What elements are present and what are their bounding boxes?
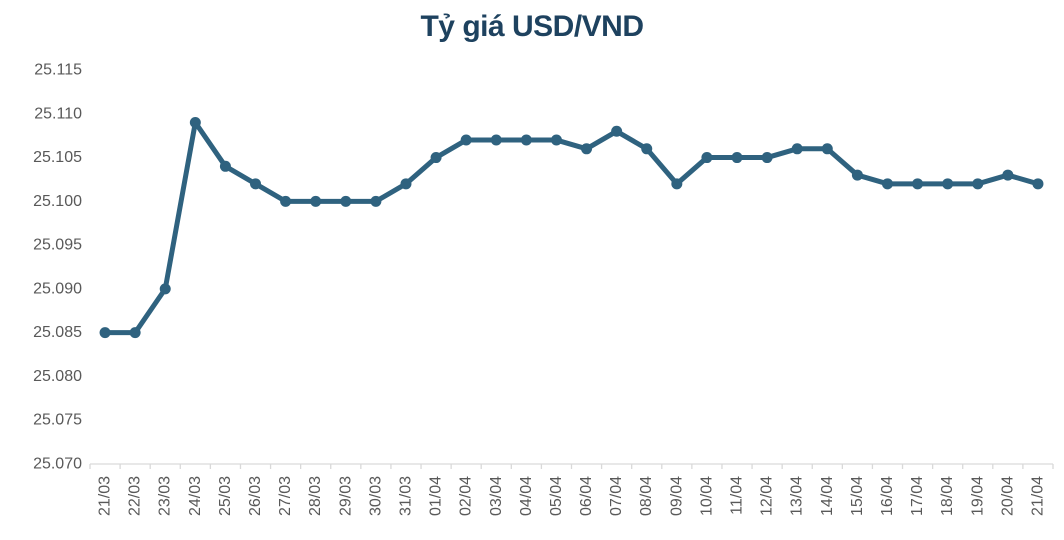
data-point bbox=[370, 195, 382, 207]
x-axis-tick-label: 24/03 bbox=[187, 476, 204, 516]
x-axis-tick-label: 30/03 bbox=[367, 476, 384, 516]
data-point bbox=[280, 195, 292, 207]
x-axis-tick-label: 01/04 bbox=[428, 476, 445, 516]
data-point bbox=[250, 178, 262, 190]
y-axis-tick-label: 25.110 bbox=[34, 105, 82, 122]
x-axis-tick-label: 22/03 bbox=[127, 476, 144, 516]
data-point bbox=[520, 134, 532, 146]
x-axis-tick-label: 07/04 bbox=[608, 476, 625, 516]
data-point bbox=[611, 125, 623, 137]
x-axis-tick-label: 25/03 bbox=[217, 476, 234, 516]
x-axis-tick-label: 14/04 bbox=[819, 476, 836, 516]
x-axis-tick-label: 02/04 bbox=[458, 476, 475, 516]
x-axis-tick-label: 19/04 bbox=[969, 476, 986, 516]
x-axis-tick-label: 27/03 bbox=[277, 476, 294, 516]
x-axis-tick-label: 23/03 bbox=[157, 476, 174, 516]
x-axis-tick-label: 15/04 bbox=[849, 476, 866, 516]
data-point bbox=[400, 178, 412, 190]
y-axis-tick-label: 25.095 bbox=[33, 237, 82, 254]
data-point bbox=[701, 152, 713, 164]
y-axis-tick-label: 25.070 bbox=[33, 456, 82, 473]
data-point bbox=[641, 143, 653, 155]
data-point bbox=[671, 178, 683, 190]
data-point bbox=[99, 327, 111, 339]
data-point bbox=[340, 195, 352, 207]
data-point bbox=[972, 178, 984, 190]
x-axis-tick-label: 04/04 bbox=[518, 476, 535, 516]
x-axis-tick-label: 28/03 bbox=[307, 476, 324, 516]
x-axis-tick-label: 18/04 bbox=[939, 476, 956, 516]
x-axis-tick-label: 21/04 bbox=[1029, 476, 1046, 516]
data-point bbox=[912, 178, 924, 190]
data-point bbox=[761, 152, 773, 164]
x-axis-tick-label: 17/04 bbox=[909, 476, 926, 516]
x-axis-tick-label: 12/04 bbox=[759, 476, 776, 516]
data-point bbox=[129, 327, 141, 339]
x-axis-tick-label: 10/04 bbox=[698, 476, 715, 516]
y-axis-tick-label: 25.115 bbox=[34, 62, 82, 79]
x-axis-tick-label: 13/04 bbox=[789, 476, 806, 516]
chart-title: Tỷ giá USD/VND bbox=[420, 10, 644, 43]
data-point bbox=[550, 134, 562, 146]
x-axis-tick-label: 03/04 bbox=[488, 476, 505, 516]
data-point bbox=[159, 283, 171, 295]
data-point bbox=[219, 160, 231, 172]
x-axis-tick-label: 29/03 bbox=[337, 476, 354, 516]
data-point bbox=[490, 134, 502, 146]
x-axis-tick-label: 06/04 bbox=[578, 476, 595, 516]
x-axis-tick-label: 11/04 bbox=[729, 476, 746, 515]
x-axis-tick-label: 16/04 bbox=[879, 476, 896, 516]
data-point bbox=[581, 143, 593, 155]
data-line bbox=[102, 120, 1041, 336]
data-point bbox=[430, 152, 442, 164]
data-point bbox=[189, 117, 201, 129]
x-axis-tick-label: 08/04 bbox=[638, 476, 655, 516]
y-axis-tick-label: 25.100 bbox=[33, 193, 82, 210]
data-point bbox=[1032, 178, 1044, 190]
data-point bbox=[310, 195, 322, 207]
data-point bbox=[881, 178, 893, 190]
data-point bbox=[460, 134, 472, 146]
data-point bbox=[821, 143, 833, 155]
x-axis-tick-label: 26/03 bbox=[247, 476, 264, 516]
data-point bbox=[731, 152, 743, 164]
data-point bbox=[791, 143, 803, 155]
data-point bbox=[942, 178, 954, 190]
data-point bbox=[1002, 169, 1014, 181]
x-axis-tick-label: 09/04 bbox=[668, 476, 685, 516]
y-axis-tick-label: 25.075 bbox=[33, 412, 82, 429]
y-axis-tick-label: 25.080 bbox=[33, 368, 82, 385]
y-axis-tick-label: 25.085 bbox=[33, 324, 82, 341]
x-axis-tick-label: 21/03 bbox=[97, 476, 114, 516]
data-point bbox=[851, 169, 863, 181]
x-axis-tick-label: 20/04 bbox=[999, 476, 1016, 516]
y-axis-tick-label: 25.090 bbox=[33, 280, 82, 297]
y-axis-tick-label: 25.105 bbox=[33, 149, 82, 166]
x-axis-tick-label: 31/03 bbox=[397, 476, 414, 516]
x-axis-tick-label: 05/04 bbox=[548, 476, 565, 516]
